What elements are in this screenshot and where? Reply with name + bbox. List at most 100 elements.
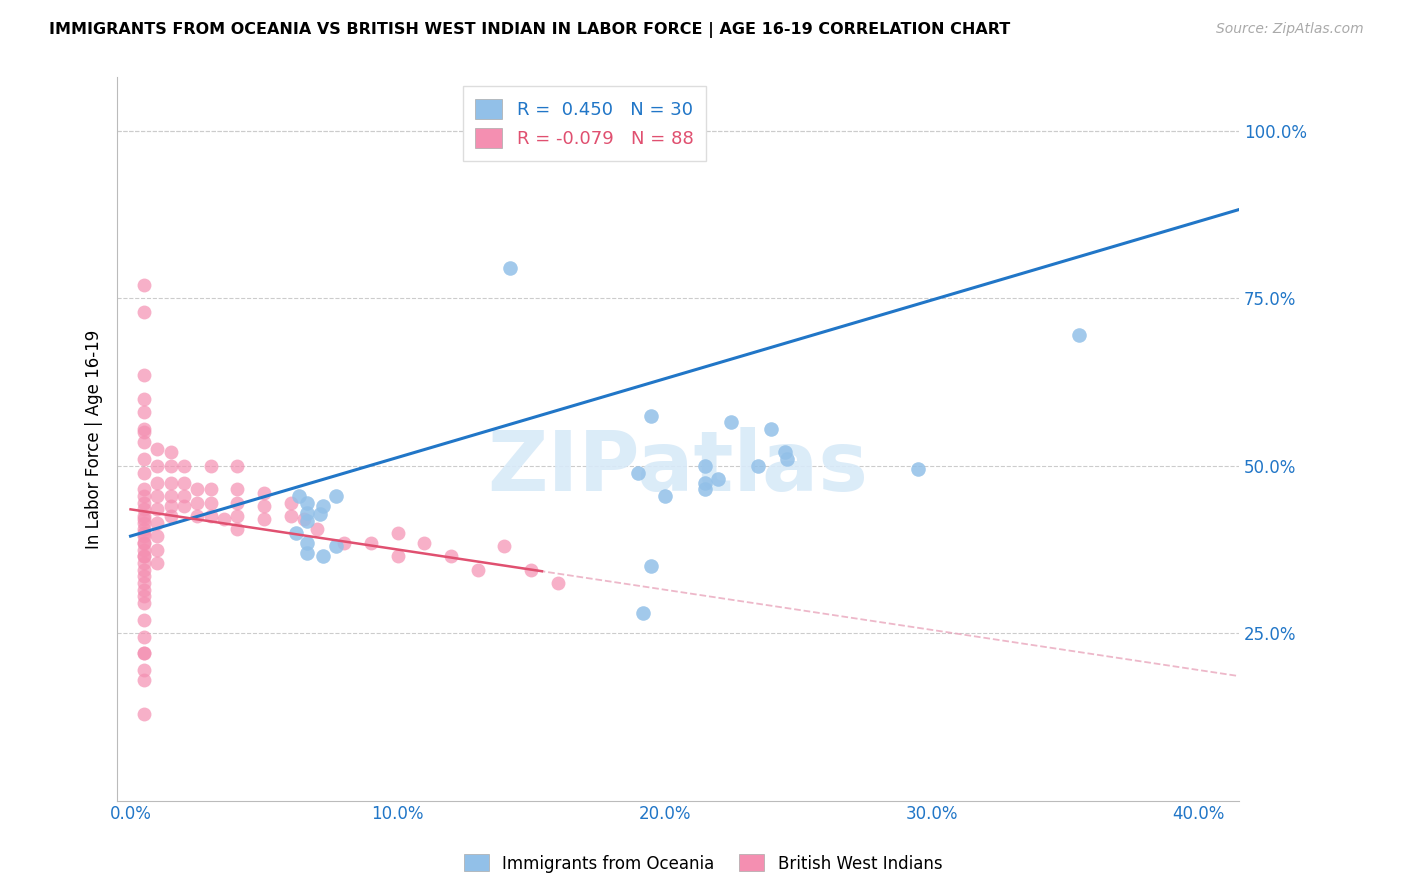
- Point: [132, 563, 155, 577]
- Point: [159, 475, 181, 490]
- Point: [280, 496, 302, 510]
- Point: [159, 499, 181, 513]
- Point: [132, 590, 155, 604]
- Point: [499, 261, 522, 276]
- Point: [413, 536, 436, 550]
- Point: [146, 475, 169, 490]
- Point: [132, 523, 155, 537]
- Point: [312, 499, 335, 513]
- Point: [494, 539, 516, 553]
- Point: [132, 582, 155, 597]
- Point: [747, 458, 769, 473]
- Point: [132, 569, 155, 583]
- Point: [173, 499, 195, 513]
- Point: [253, 485, 276, 500]
- Point: [295, 496, 318, 510]
- Point: [627, 466, 650, 480]
- Point: [159, 489, 181, 503]
- Point: [132, 422, 155, 436]
- Point: [387, 549, 409, 564]
- Point: [295, 514, 318, 528]
- Point: [654, 489, 676, 503]
- Point: [693, 482, 716, 496]
- Point: [387, 525, 409, 540]
- Point: [146, 502, 169, 516]
- Point: [146, 458, 169, 473]
- Point: [200, 496, 222, 510]
- Point: [295, 546, 318, 560]
- Point: [312, 549, 335, 564]
- Legend: R =  0.450   N = 30, R = -0.079   N = 88: R = 0.450 N = 30, R = -0.079 N = 88: [463, 87, 706, 161]
- Point: [132, 556, 155, 570]
- Point: [132, 536, 155, 550]
- Point: [186, 482, 208, 496]
- Point: [693, 475, 716, 490]
- Point: [720, 415, 742, 429]
- Point: [146, 516, 169, 530]
- Point: [146, 489, 169, 503]
- Text: IMMIGRANTS FROM OCEANIA VS BRITISH WEST INDIAN IN LABOR FORCE | AGE 16-19 CORREL: IMMIGRANTS FROM OCEANIA VS BRITISH WEST …: [49, 22, 1011, 38]
- Point: [440, 549, 463, 564]
- Point: [132, 542, 155, 557]
- Point: [132, 706, 155, 721]
- Point: [132, 529, 155, 543]
- Point: [173, 489, 195, 503]
- Point: [773, 445, 796, 459]
- Point: [132, 613, 155, 627]
- Point: [146, 542, 169, 557]
- Point: [761, 422, 783, 436]
- Point: [640, 409, 662, 423]
- Point: [253, 499, 276, 513]
- Point: [132, 482, 155, 496]
- Point: [295, 536, 318, 550]
- Point: [159, 458, 181, 473]
- Text: ZIPatlas: ZIPatlas: [488, 427, 869, 508]
- Point: [292, 512, 315, 526]
- Point: [132, 452, 155, 467]
- Point: [132, 509, 155, 524]
- Point: [285, 525, 308, 540]
- Legend: Immigrants from Oceania, British West Indians: Immigrants from Oceania, British West In…: [457, 847, 949, 880]
- Point: [288, 489, 311, 503]
- Point: [907, 462, 929, 476]
- Point: [173, 458, 195, 473]
- Point: [186, 496, 208, 510]
- Point: [200, 482, 222, 496]
- Point: [520, 563, 543, 577]
- Point: [226, 509, 249, 524]
- Point: [200, 509, 222, 524]
- Point: [146, 556, 169, 570]
- Point: [693, 458, 716, 473]
- Point: [159, 445, 181, 459]
- Point: [307, 523, 329, 537]
- Point: [132, 405, 155, 419]
- Point: [132, 368, 155, 383]
- Point: [707, 472, 730, 486]
- Point: [132, 516, 155, 530]
- Point: [200, 458, 222, 473]
- Point: [226, 523, 249, 537]
- Point: [132, 512, 155, 526]
- Point: [132, 496, 155, 510]
- Point: [132, 576, 155, 591]
- Point: [186, 509, 208, 524]
- Point: [309, 507, 332, 521]
- Point: [132, 630, 155, 644]
- Point: [666, 144, 689, 158]
- Point: [132, 435, 155, 450]
- Point: [132, 392, 155, 406]
- Point: [325, 489, 347, 503]
- Point: [132, 305, 155, 319]
- Point: [132, 466, 155, 480]
- Point: [253, 512, 276, 526]
- Point: [333, 536, 356, 550]
- Point: [1067, 328, 1090, 343]
- Point: [132, 502, 155, 516]
- Point: [132, 278, 155, 293]
- Point: [640, 559, 662, 574]
- Point: [226, 458, 249, 473]
- Point: [226, 482, 249, 496]
- Point: [132, 596, 155, 610]
- Point: [146, 529, 169, 543]
- Point: [132, 646, 155, 660]
